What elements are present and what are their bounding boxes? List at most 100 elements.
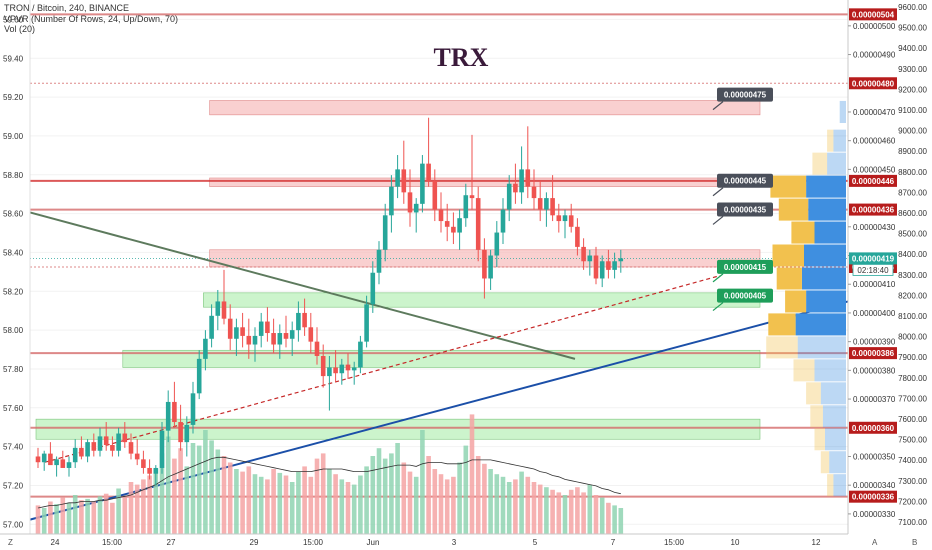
level-tag: 0.00000386 <box>849 347 897 360</box>
vpvr-row-down <box>776 267 802 290</box>
candle <box>525 126 531 199</box>
candle-body <box>165 401 171 431</box>
volume-bar <box>128 482 134 534</box>
candle-body <box>283 333 289 339</box>
candle <box>488 249 493 290</box>
candle-body <box>531 186 537 199</box>
volume-bar <box>209 440 214 534</box>
volume-bar <box>320 453 326 534</box>
level-tag: 0.00000504 <box>849 8 897 21</box>
candle <box>463 183 469 227</box>
volume-bar <box>289 482 295 534</box>
candle-body <box>320 356 326 377</box>
left-tick-label: 59.20 <box>3 93 24 102</box>
volume-scale-label: 9100.00 <box>898 106 927 115</box>
candle-body <box>221 301 227 319</box>
candle <box>296 301 301 342</box>
volume-bar <box>141 479 146 534</box>
volume-bar <box>519 471 524 534</box>
level-tag: 0.00000336 <box>849 490 897 503</box>
volume-scale-label: 8100.00 <box>898 312 927 321</box>
price-tick-label: 0.00000400 <box>853 309 896 318</box>
callout-pointer <box>712 215 724 225</box>
candle <box>494 221 500 267</box>
time-tick-label: 27 <box>167 538 176 547</box>
callout-label: 0.00000405 <box>724 292 767 301</box>
candle <box>203 330 208 371</box>
volume-bar <box>550 489 555 534</box>
candle <box>333 350 338 382</box>
candle <box>252 327 258 362</box>
candle-body <box>395 169 400 187</box>
left-tick-label: 58.40 <box>3 248 24 257</box>
candle-body <box>544 198 549 210</box>
time-tick-label: 15:00 <box>303 538 324 547</box>
time-tick-label: 12 <box>812 538 821 547</box>
candle-body <box>178 422 183 443</box>
candle-body <box>215 301 221 316</box>
candle-body <box>252 335 258 345</box>
candle <box>457 209 462 250</box>
candle-body <box>593 255 599 279</box>
candle <box>581 238 586 270</box>
volume-legend[interactable]: Vol (20) <box>4 24 36 34</box>
left-tick-label: 58.80 <box>3 171 24 180</box>
candle-body <box>420 163 425 204</box>
vpvr-row-up <box>825 428 846 451</box>
symbol-legend[interactable]: TRON / Bitcoin, 240, BINANCE <box>4 3 130 13</box>
log-scale-button[interactable]: B <box>912 538 917 547</box>
volume-bar <box>426 456 431 534</box>
auto-scale-button[interactable]: A <box>872 538 878 547</box>
volume-bar <box>252 474 258 534</box>
candle-body <box>141 459 146 468</box>
candle-body <box>612 261 617 270</box>
zones <box>35 100 761 440</box>
vpvr-legend[interactable]: VPVR (Number Of Rows, 24, Up/Down, 70) <box>4 13 179 24</box>
zoom-reset-button[interactable]: Z <box>8 538 13 547</box>
candle-body <box>358 341 363 368</box>
level-tag-box <box>849 421 897 434</box>
volume-bar <box>358 475 363 534</box>
volume-bar <box>97 496 103 534</box>
candle <box>227 304 233 351</box>
candle <box>314 327 320 365</box>
volume-bar <box>221 456 227 534</box>
candle-body <box>271 333 276 345</box>
support-zone <box>35 418 761 440</box>
level-tag: 0.00000436 <box>849 203 897 216</box>
candle-body <box>550 198 555 216</box>
volume-bar <box>376 448 382 534</box>
volume-scale-label: 8900.00 <box>898 147 927 156</box>
price-tick-label: 0.00000490 <box>853 51 896 60</box>
volume-scale-label: 9400.00 <box>898 44 927 53</box>
volume-bar <box>134 484 140 534</box>
vpvr-row-down <box>820 451 830 474</box>
volume-scale-label: 9500.00 <box>898 24 927 33</box>
candle-body <box>128 442 134 454</box>
candle <box>240 312 245 348</box>
vpvr-row-down <box>827 129 834 152</box>
candle-body <box>277 333 283 345</box>
candle <box>41 450 47 471</box>
vpvr-row-down <box>814 428 825 451</box>
candle <box>277 324 283 359</box>
volume-bar <box>103 493 109 534</box>
left-tick-label: 59.40 <box>3 54 24 63</box>
level-tag-box <box>849 8 897 21</box>
candle-body <box>389 186 394 216</box>
volume-bar <box>618 508 624 534</box>
current-price-box <box>849 252 897 265</box>
volume-bar <box>494 474 500 534</box>
volume-bar <box>302 466 307 534</box>
level-tag-label: 0.00000480 <box>852 79 895 88</box>
volume-bar <box>314 458 320 534</box>
volume-bar <box>190 443 196 534</box>
vpvr-row-down <box>827 474 834 497</box>
candle <box>475 186 481 262</box>
volume-scale-label: 8600.00 <box>898 209 927 218</box>
time-tick-label: 3 <box>452 538 457 547</box>
price-callout: 0.00000405 <box>712 288 773 312</box>
callout-label: 0.00000445 <box>724 177 767 186</box>
candle-body <box>599 261 605 279</box>
